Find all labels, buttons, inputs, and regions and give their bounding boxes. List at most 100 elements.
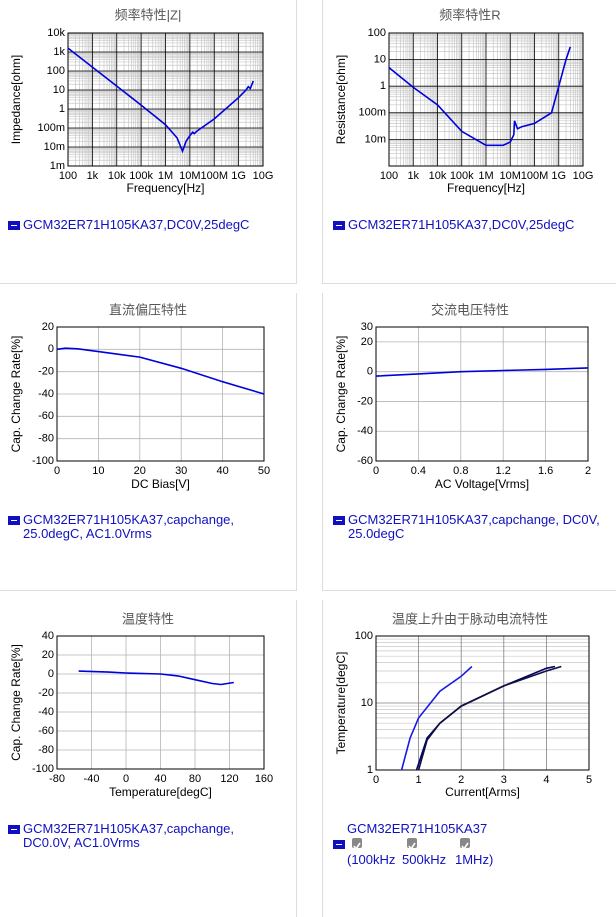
x-axis-label: Current[Arms] xyxy=(445,785,520,799)
y-tick-label: -80 xyxy=(38,433,54,445)
legend: GCM32ER71H105KA37,DC0V,25degC xyxy=(8,218,283,232)
y-tick-label: 100m xyxy=(37,122,65,134)
x-tick-label: 1M xyxy=(478,170,493,182)
x-tick-label: 2 xyxy=(458,774,464,786)
x-tick-label: 4 xyxy=(543,774,549,786)
chart-title: 频率特性|Z| xyxy=(115,7,182,22)
legend: GCM32ER71H105KA37,capchange, DC0.0V, AC1… xyxy=(8,822,263,850)
x-tick-label: 0 xyxy=(54,465,60,477)
chart-title: 频率特性R xyxy=(439,7,500,22)
series-checkbox[interactable] xyxy=(460,838,470,851)
y-tick-label: 0 xyxy=(48,343,54,355)
y-tick-label: -60 xyxy=(38,410,54,422)
legend-toggle[interactable] xyxy=(8,825,20,834)
y-tick-label: -40 xyxy=(357,425,373,437)
x-tick-label: 10k xyxy=(429,170,447,182)
y-tick-label: -20 xyxy=(357,395,373,407)
panel xyxy=(0,600,297,917)
x-tick-label: 2 xyxy=(585,465,591,477)
x-tick-label: 3 xyxy=(501,774,507,786)
x-tick-label: 0.8 xyxy=(453,465,468,477)
legend-label: 500kHz xyxy=(402,852,447,867)
series-line xyxy=(417,665,562,771)
y-tick-label: 0 xyxy=(367,366,373,378)
x-tick-label: 1G xyxy=(231,170,246,182)
plot-border xyxy=(56,635,265,770)
x-axis-label: Frequency[Hz] xyxy=(447,181,525,195)
x-tick-label: 100 xyxy=(59,170,77,182)
legend-toggle[interactable] xyxy=(333,840,345,849)
y-axis-label: Impedance[ohm] xyxy=(9,55,23,144)
x-tick-label: 100k xyxy=(129,170,153,182)
chart-title: 交流电压特性 xyxy=(431,302,509,317)
y-axis-label: Resistance[ohm] xyxy=(334,55,348,144)
x-tick-label: 120 xyxy=(220,773,238,785)
x-tick-label: 1G xyxy=(551,170,566,182)
y-axis-label: Cap. Change Rate[%] xyxy=(334,336,348,453)
x-tick-label: 10G xyxy=(573,170,594,182)
legend: GCM32ER71H105KA37,capchange, DC0V, 25.0d… xyxy=(333,513,610,541)
plot-border xyxy=(388,32,584,167)
x-tick-label: 20 xyxy=(134,465,146,477)
x-tick-label: 160 xyxy=(255,773,273,785)
x-tick-label: 1.6 xyxy=(538,465,553,477)
x-tick-label: 40 xyxy=(154,773,166,785)
x-tick-label: 100M xyxy=(200,170,228,182)
y-tick-label: -60 xyxy=(38,725,54,737)
x-tick-label: 0.4 xyxy=(411,465,426,477)
panel xyxy=(0,0,297,284)
x-tick-label: 80 xyxy=(189,773,201,785)
legend-toggle[interactable] xyxy=(333,221,345,230)
x-tick-label: 5 xyxy=(586,774,592,786)
legend-toggle[interactable] xyxy=(333,516,345,525)
legend-toggle[interactable] xyxy=(8,221,20,230)
legend-toggle[interactable] xyxy=(8,516,20,525)
x-tick-label: 0 xyxy=(123,773,129,785)
series-checkbox[interactable] xyxy=(407,838,417,851)
legend-label: 1MHz) xyxy=(455,852,494,867)
y-tick-label: -20 xyxy=(38,366,54,378)
legend-label: GCM32ER71H105KA37,capchange, DC0V, 25.0d… xyxy=(348,512,600,541)
y-axis-label: Cap. Change Rate[%] xyxy=(9,644,23,761)
series-line xyxy=(67,47,255,154)
series-line xyxy=(56,347,265,395)
y-tick-label: 1k xyxy=(53,46,65,58)
x-axis-label: Temperature[degC] xyxy=(109,785,212,799)
x-tick-label: 40 xyxy=(216,465,228,477)
panel xyxy=(322,0,616,284)
panel xyxy=(0,293,297,591)
legend-title: GCM32ER71H105KA37 xyxy=(347,821,488,836)
panel xyxy=(322,293,616,591)
x-tick-label: 10M xyxy=(500,170,521,182)
y-tick-label: -60 xyxy=(357,455,373,467)
x-tick-label: 1 xyxy=(416,774,422,786)
x-tick-label: 10G xyxy=(253,170,274,182)
x-tick-label: 10 xyxy=(92,465,104,477)
y-tick-label: 10k xyxy=(47,27,65,39)
series-checkbox[interactable] xyxy=(352,838,362,851)
chart-title: 直流偏压特性 xyxy=(109,302,187,317)
y-tick-label: 1m xyxy=(50,160,65,172)
y-tick-label: 1 xyxy=(380,80,386,92)
chart-title: 温度特性 xyxy=(122,611,174,626)
x-tick-label: 1k xyxy=(407,170,419,182)
x-tick-label: 1.2 xyxy=(496,465,511,477)
x-tick-label: 1M xyxy=(158,170,173,182)
x-tick-label: 100 xyxy=(380,170,398,182)
x-tick-label: 100M xyxy=(521,170,549,182)
y-tick-label: 10m xyxy=(44,141,65,153)
y-tick-label: 0 xyxy=(48,668,54,680)
series-line xyxy=(388,46,572,147)
plot-area xyxy=(376,327,588,461)
y-tick-label: 1 xyxy=(367,764,373,776)
series-line xyxy=(400,665,473,771)
x-tick-label: 100k xyxy=(450,170,474,182)
y-tick-label: 30 xyxy=(361,321,373,333)
legend: GCM32ER71H105KA37,capchange, 25.0degC, A… xyxy=(8,513,263,541)
y-tick-label: 1 xyxy=(59,103,65,115)
x-tick-label: 0 xyxy=(373,774,379,786)
y-tick-label: -80 xyxy=(38,744,54,756)
y-axis-label: Temperature[degC] xyxy=(334,652,348,755)
